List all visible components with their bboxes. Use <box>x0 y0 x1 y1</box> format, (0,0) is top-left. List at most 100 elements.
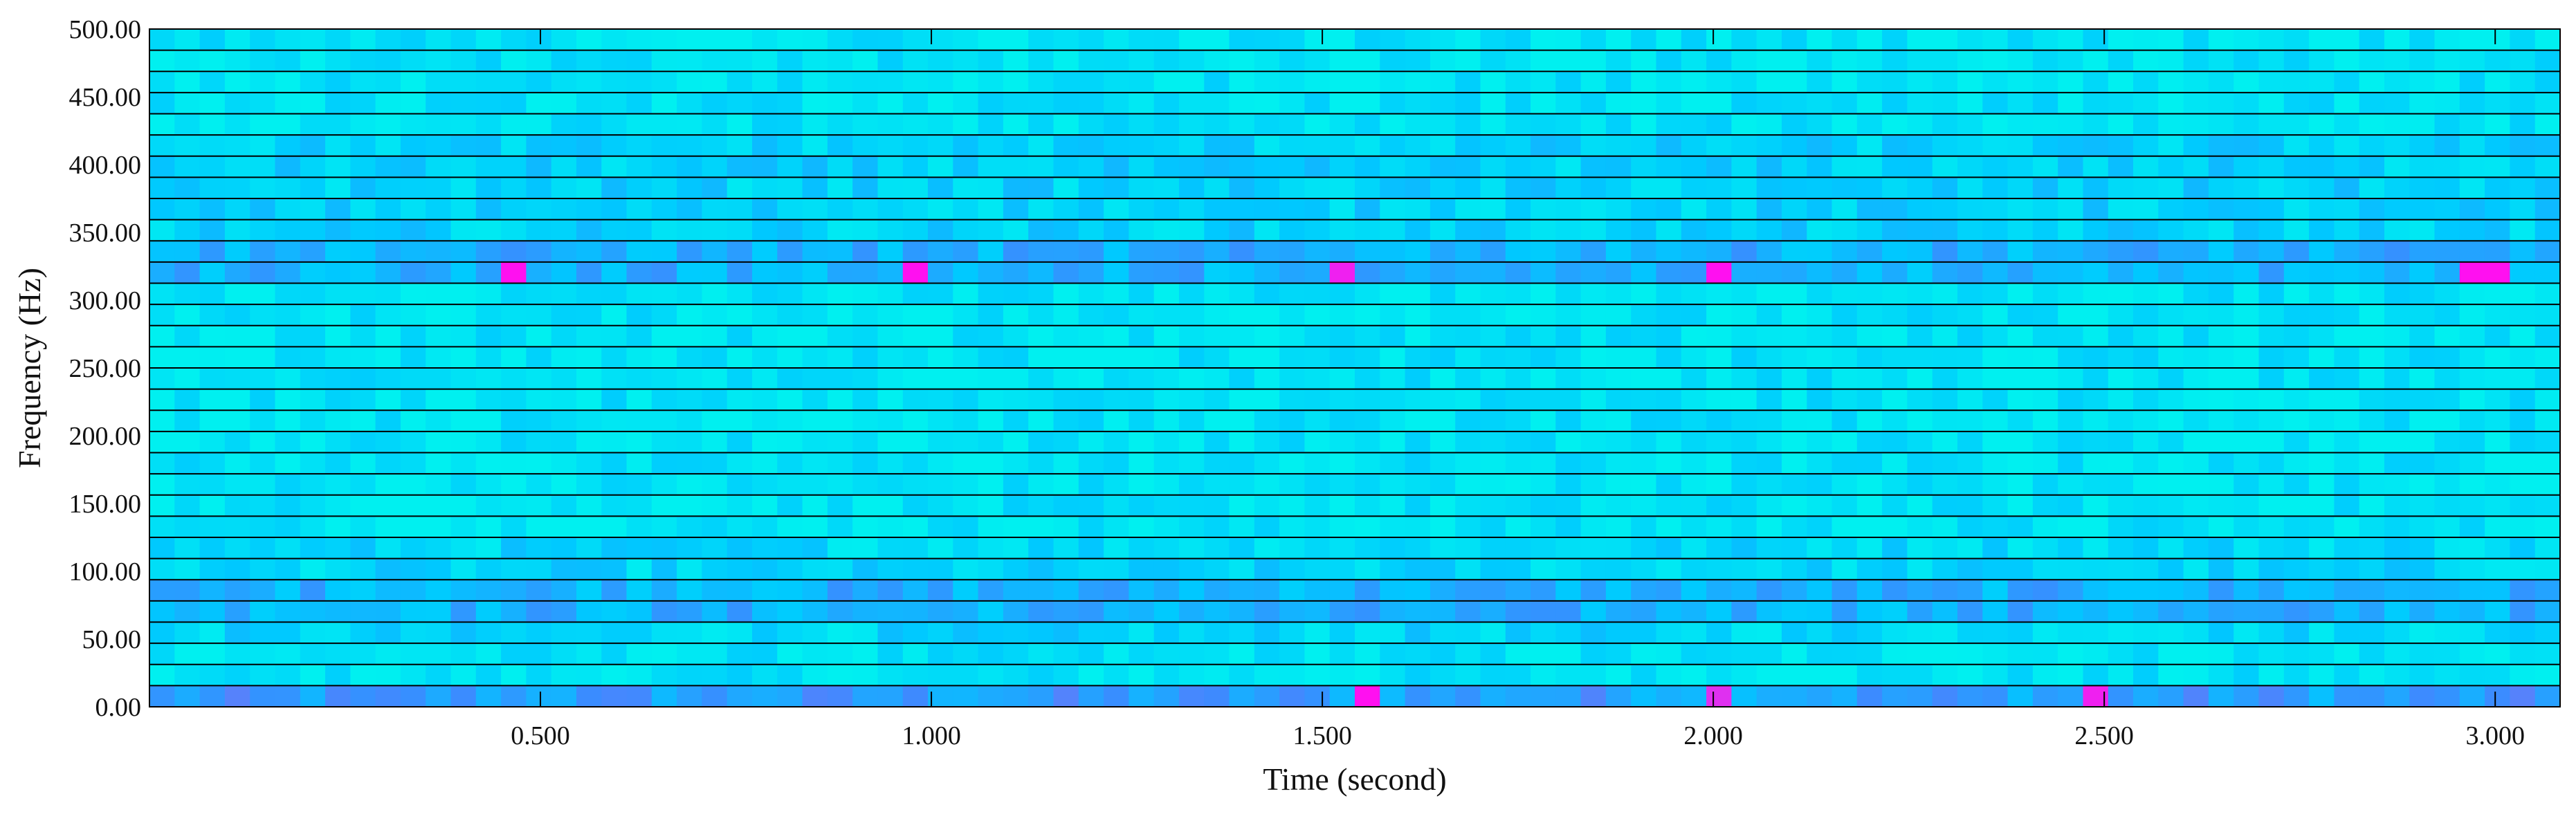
heatmap-cell <box>2485 304 2510 326</box>
heatmap-cell <box>375 643 401 665</box>
heatmap-cell <box>953 664 979 686</box>
heatmap-cell <box>224 261 250 284</box>
heatmap-cell <box>727 664 753 686</box>
heatmap-cell <box>350 474 376 496</box>
heatmap-cell <box>1807 600 1833 623</box>
heatmap-cell <box>1329 177 1355 199</box>
heatmap-cell <box>978 261 1004 284</box>
heatmap-cell <box>1129 304 1155 326</box>
heatmap-cell <box>1706 431 1732 454</box>
heatmap-cell <box>1932 494 1958 517</box>
heatmap-cell <box>2083 92 2109 115</box>
heatmap-cell <box>2234 580 2260 602</box>
heatmap-cell <box>1304 198 1331 221</box>
heatmap-cell <box>1831 241 1858 263</box>
heatmap-cell <box>2158 71 2184 93</box>
heatmap-cell <box>928 685 953 707</box>
heatmap-cell <box>1053 474 1079 496</box>
heatmap-cell <box>2083 431 2109 454</box>
heatmap-cell <box>325 283 351 305</box>
heatmap-cell <box>1605 516 1632 538</box>
heatmap-cell <box>149 156 175 178</box>
heatmap-cell <box>1405 198 1431 221</box>
heatmap-cell <box>777 494 803 517</box>
heatmap-cell <box>1782 219 1807 241</box>
heatmap-cell <box>1129 113 1155 136</box>
heatmap-cell <box>1505 389 1531 411</box>
heatmap-cell <box>275 580 301 602</box>
heatmap-cell <box>501 198 527 221</box>
heatmap-cell <box>1807 685 1833 707</box>
heatmap-cell <box>1631 71 1657 93</box>
heatmap-cell <box>149 643 175 665</box>
heatmap-cell <box>601 664 628 686</box>
heatmap-cell <box>1028 92 1054 115</box>
heatmap-cell <box>802 622 828 644</box>
heatmap-cell <box>1631 304 1657 326</box>
heatmap-cell <box>1380 494 1406 517</box>
heatmap-cell <box>1756 325 1782 347</box>
heatmap-cell <box>2309 474 2335 496</box>
heatmap-cell <box>777 474 803 496</box>
heatmap-cell <box>1455 664 1481 686</box>
heatmap-cell <box>2158 389 2184 411</box>
heatmap-cell <box>1731 29 1757 51</box>
heatmap-cell <box>2534 304 2561 326</box>
heatmap-cell <box>475 198 502 221</box>
heatmap-cell <box>375 219 401 241</box>
heatmap-cell <box>802 494 828 517</box>
heatmap-cell <box>2032 622 2058 644</box>
heatmap-cell <box>224 241 250 263</box>
heatmap-cell <box>1982 219 2009 241</box>
heatmap-cell <box>902 389 929 411</box>
heatmap-cell <box>1204 452 1230 474</box>
heatmap-cell <box>2459 516 2485 538</box>
heatmap-cell <box>2309 410 2335 432</box>
y-tick-label: 300.00 <box>69 286 142 315</box>
heatmap-cell <box>827 580 853 602</box>
heatmap-cell <box>677 685 702 707</box>
heatmap-cell <box>2183 452 2209 474</box>
heatmap-cell <box>2534 600 2561 623</box>
heatmap-cell <box>601 643 628 665</box>
heatmap-cell <box>2083 177 2109 199</box>
heatmap-cell <box>1153 156 1180 178</box>
heatmap-cell <box>1229 643 1255 665</box>
heatmap-cell <box>1605 431 1632 454</box>
heatmap-cell <box>2309 389 2335 411</box>
heatmap-cell <box>526 643 552 665</box>
heatmap-cell <box>1831 50 1858 72</box>
heatmap-cell <box>2158 622 2184 644</box>
heatmap-cell <box>677 558 702 580</box>
heatmap-cell <box>1555 346 1582 369</box>
heatmap-cell <box>1681 92 1707 115</box>
heatmap-cell <box>1631 177 1657 199</box>
heatmap-cell <box>1831 29 1858 51</box>
heatmap-cell <box>400 389 426 411</box>
heatmap-cell <box>2083 113 2109 136</box>
heatmap-cell <box>1480 156 1506 178</box>
heatmap-cell <box>1932 685 1958 707</box>
heatmap-cell <box>2007 304 2034 326</box>
heatmap-cell <box>2409 71 2436 93</box>
heatmap-cell <box>2485 261 2510 284</box>
heatmap-cell <box>174 304 201 326</box>
heatmap-cell <box>1706 71 1732 93</box>
heatmap-cell <box>1229 580 1255 602</box>
heatmap-cell <box>1204 283 1230 305</box>
heatmap-cell <box>2459 452 2485 474</box>
heatmap-cell <box>1179 431 1205 454</box>
heatmap-cell <box>1731 71 1757 93</box>
heatmap-cell <box>2058 580 2084 602</box>
heatmap-cell <box>827 198 853 221</box>
heatmap-cell <box>2032 71 2058 93</box>
heatmap-cell <box>1932 431 1958 454</box>
heatmap-cell <box>2158 494 2184 517</box>
heatmap-cell <box>1129 685 1155 707</box>
heatmap-cell <box>1706 346 1732 369</box>
heatmap-cell <box>2384 622 2410 644</box>
heatmap-cell <box>2234 261 2260 284</box>
heatmap-cell <box>199 346 226 369</box>
heatmap-cell <box>2309 558 2335 580</box>
heatmap-cell <box>576 113 602 136</box>
